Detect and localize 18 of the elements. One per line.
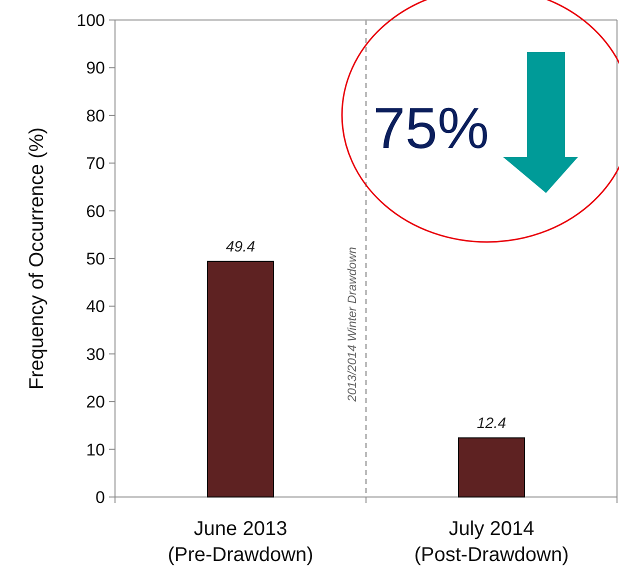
y-tick-label: 20 <box>86 392 105 412</box>
data-label: 12.4 <box>476 414 506 432</box>
y-tick-label: 100 <box>76 10 105 30</box>
annotation: 75% <box>373 96 490 161</box>
y-tick-label: 80 <box>86 106 105 126</box>
annotation: 2013/2014 Winter Drawdown <box>345 246 359 403</box>
y-tick-label: 70 <box>86 154 105 174</box>
x-tick-label: July 2014 (Post-Drawdown) <box>414 518 569 566</box>
y-axis-title: Frequency of Occurrence (%) <box>26 127 48 390</box>
y-tick-label: 90 <box>86 58 105 78</box>
y-tick-label: 60 <box>86 202 105 221</box>
y-tick-label: 0 <box>96 488 105 507</box>
y-tick-label: 50 <box>86 249 105 268</box>
x-tick-label: June 2013 (Pre-Drawdown) <box>168 518 314 566</box>
y-tick-label: 30 <box>86 344 105 364</box>
y-tick-label: 10 <box>86 440 105 460</box>
data-label: 49.4 <box>226 238 256 256</box>
y-tick-label: 40 <box>86 297 105 316</box>
